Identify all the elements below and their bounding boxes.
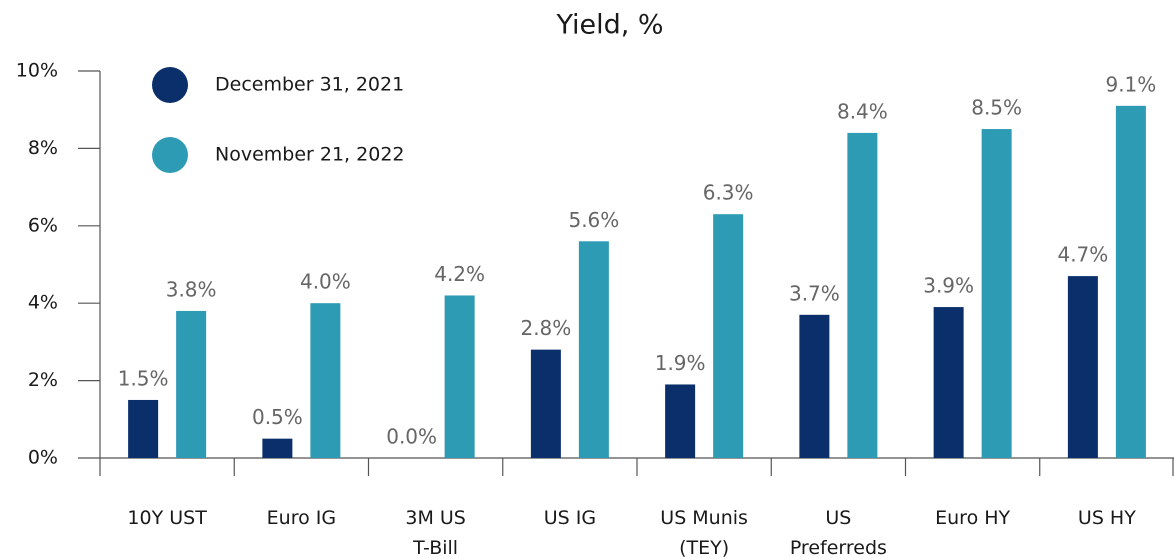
value-label: 0.5% [252, 405, 303, 429]
bar [933, 307, 964, 458]
legend-label: December 31, 2021 [215, 74, 404, 96]
y-tick-label: 10% [16, 60, 58, 82]
bar [1067, 276, 1098, 458]
bar [981, 129, 1012, 459]
value-label: 1.9% [655, 351, 706, 375]
y-tick-label: 8% [28, 137, 58, 159]
x-tick-label: US HY [1078, 507, 1136, 529]
value-label: 4.2% [434, 262, 485, 286]
bar [665, 384, 696, 458]
bar [847, 132, 878, 459]
value-label: 3.8% [166, 277, 217, 301]
bar [176, 310, 207, 458]
bar [713, 214, 744, 458]
legend-marker [152, 137, 188, 173]
y-tick-label: 6% [28, 214, 58, 236]
chart-title: Yield, % [555, 10, 663, 41]
bar [799, 314, 830, 458]
value-label: 3.7% [789, 281, 840, 305]
bar [262, 438, 293, 458]
bar [1115, 105, 1146, 458]
x-tick-label: Euro IG [267, 507, 336, 529]
bar [578, 241, 609, 458]
value-label: 8.4% [837, 99, 888, 123]
value-label: 4.0% [300, 270, 351, 294]
x-tick-label: 10Y UST [127, 507, 207, 529]
legend-marker [152, 67, 188, 103]
value-label: 9.1% [1105, 72, 1156, 96]
x-tick-label: Euro HY [935, 507, 1010, 529]
x-tick-label: US IG [544, 507, 596, 529]
y-tick-label: 4% [28, 292, 58, 314]
value-label: 0.0% [386, 425, 437, 449]
value-label: 6.3% [703, 181, 754, 205]
bar [530, 349, 561, 458]
value-label: 1.5% [118, 366, 169, 390]
value-label: 4.7% [1057, 243, 1108, 267]
legend-label: November 21, 2022 [215, 144, 405, 166]
value-label: 5.6% [568, 208, 619, 232]
x-tick-label: 3M US T-Bill [405, 507, 466, 559]
bar [128, 399, 159, 458]
x-tick-label: US Munis (TEY) [660, 507, 748, 559]
bar [444, 295, 475, 458]
value-label: 2.8% [520, 316, 571, 340]
bar [310, 303, 341, 458]
value-label: 3.9% [923, 274, 974, 298]
value-label: 8.5% [971, 96, 1022, 120]
y-tick-label: 2% [28, 369, 58, 391]
x-tick-label: US Preferreds [790, 507, 887, 559]
y-tick-label: 0% [28, 447, 58, 469]
